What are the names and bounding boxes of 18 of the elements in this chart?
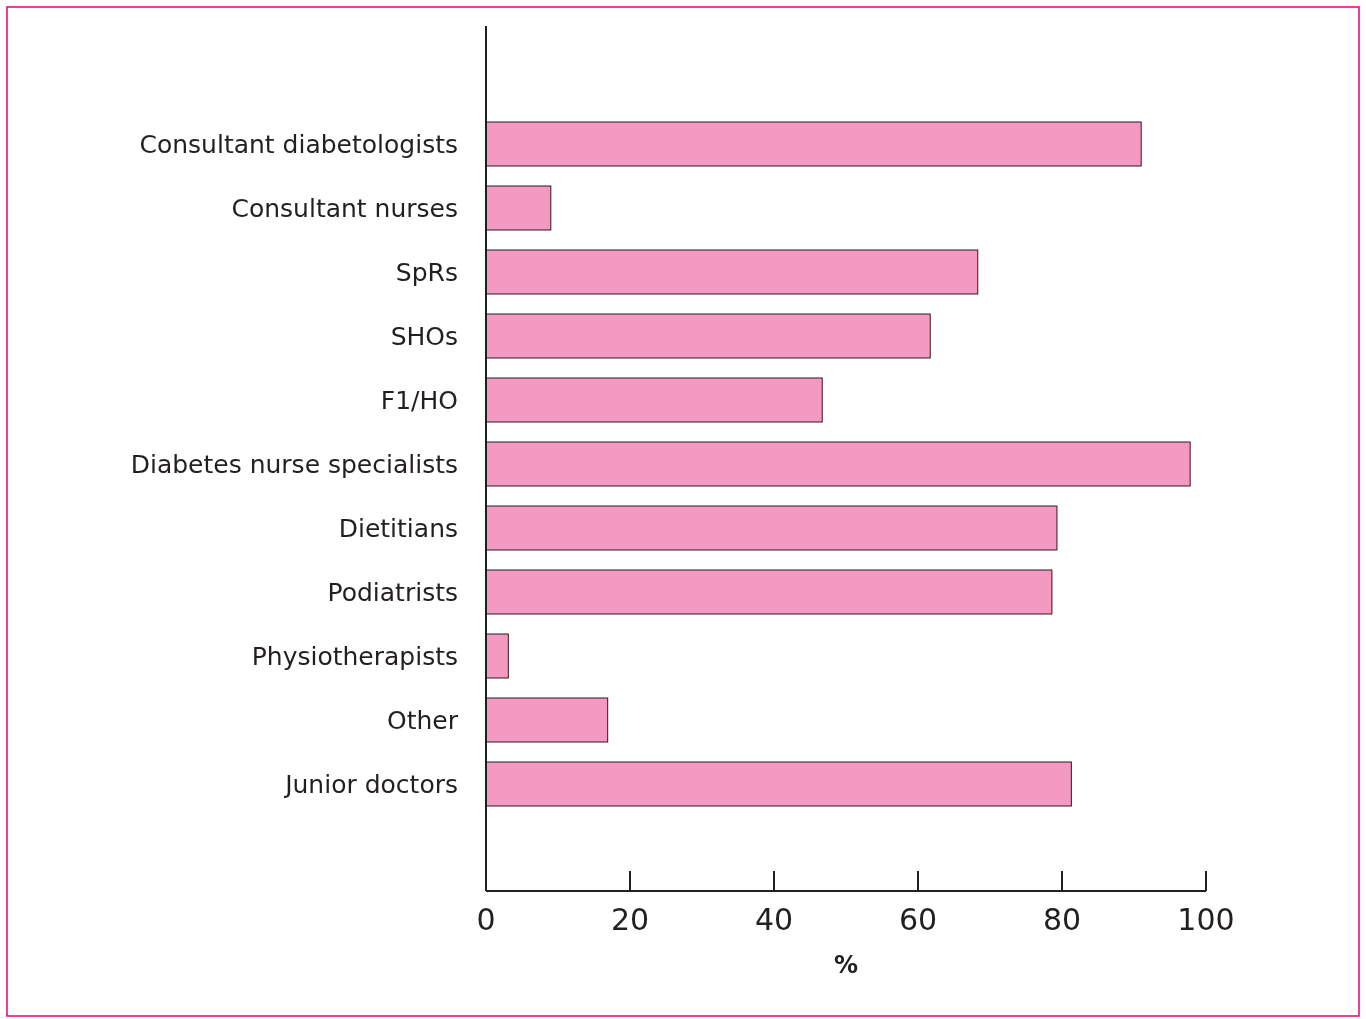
x-tick-label: 80: [1042, 902, 1082, 937]
y-tick-label: SHOs: [390, 322, 458, 351]
y-tick-label: Other: [387, 706, 459, 735]
y-tick-label: Consultant nurses: [231, 194, 458, 223]
y-tick-label: Podiatrists: [327, 578, 458, 607]
y-tick-label: Diabetes nurse specialists: [130, 450, 458, 479]
x-tick-label: 60: [898, 902, 938, 937]
x-tick-label: 40: [754, 902, 794, 937]
y-tick-label: Physiotherapists: [251, 642, 458, 671]
y-tick-label: Junior doctors: [283, 770, 458, 799]
x-tick-label: 20: [610, 902, 650, 937]
x-tick-label: 0: [476, 902, 496, 937]
y-tick-label: F1/HO: [380, 386, 458, 415]
y-tick-label: Dietitians: [338, 514, 458, 543]
y-tick-label: SpRs: [395, 258, 458, 287]
x-tick-label: 100: [1177, 902, 1235, 937]
y-tick-label: Consultant diabetologists: [139, 130, 458, 159]
x-axis-title: %: [833, 951, 859, 979]
